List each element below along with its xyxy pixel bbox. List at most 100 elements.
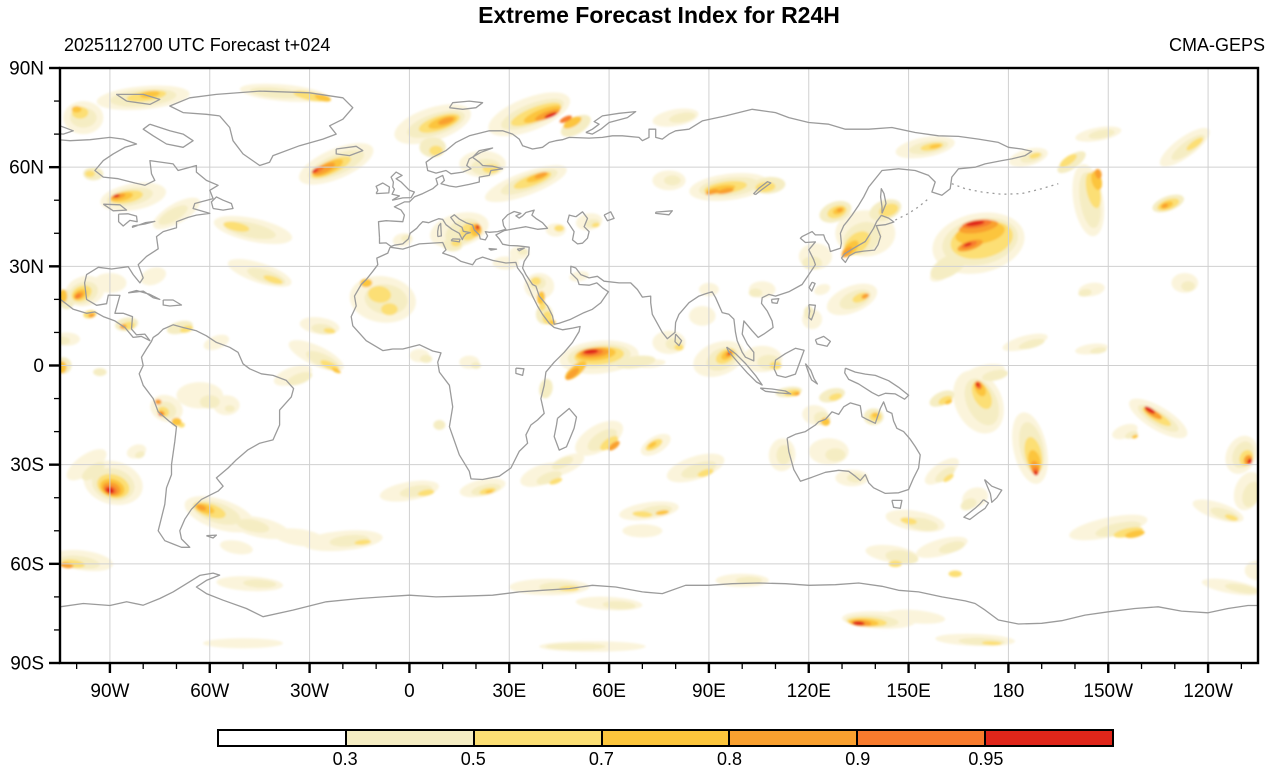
coastline-caspian bbox=[566, 211, 590, 245]
coastline-lake-superior bbox=[102, 203, 128, 212]
coastline-sumatra bbox=[726, 346, 763, 386]
coastline-africa bbox=[350, 241, 581, 481]
colorbar-cell bbox=[602, 731, 731, 745]
efi-contour-blob bbox=[314, 162, 336, 176]
efi-contour-blob bbox=[60, 336, 70, 345]
coastline-taiwan bbox=[808, 281, 816, 292]
efi-contour-blob bbox=[560, 114, 591, 137]
efi-contour-blob bbox=[836, 207, 843, 213]
efi-contour-blob bbox=[220, 540, 253, 555]
efi-contour-blob bbox=[88, 313, 95, 318]
coastline-cuba bbox=[128, 289, 161, 301]
efi-contour-blob bbox=[814, 284, 831, 295]
efi-contour-blob bbox=[312, 168, 319, 173]
axis-tick-labels: 90W 60W 30W 0 30E 60E 90E 120E 150E 180 150W 120W 90… bbox=[9, 59, 1233, 703]
efi-contour-blob bbox=[243, 579, 277, 588]
efi-contour-blob bbox=[982, 369, 1009, 382]
efi-contour-blob bbox=[1181, 281, 1195, 292]
coastline-sri-lanka bbox=[674, 333, 683, 347]
efi-contour-blob bbox=[648, 441, 657, 448]
lon-tick-label: 150W bbox=[1083, 681, 1133, 702]
coastline-newfoundland bbox=[210, 196, 234, 211]
efi-contour-blob bbox=[717, 187, 734, 195]
efi-contour-blob bbox=[1113, 527, 1143, 538]
efi-contour-blob bbox=[140, 267, 167, 286]
efi-contour-blob bbox=[559, 115, 572, 123]
efi-contour-blob bbox=[861, 293, 870, 299]
coastline-falklands bbox=[206, 534, 218, 539]
coastline-banks bbox=[0, 121, 17, 129]
colorbar-cell bbox=[219, 731, 347, 745]
lat-tick-label: 60N bbox=[9, 158, 44, 179]
efi-contour-blob bbox=[417, 489, 435, 497]
lon-tick-label: 180 bbox=[993, 681, 1025, 702]
efi-contour-blob bbox=[433, 420, 446, 430]
coastline-lake-erie-ontario bbox=[131, 220, 156, 228]
efi-contour-blob bbox=[1224, 514, 1238, 521]
efi-contour-blob bbox=[944, 399, 953, 405]
coastline-south-america bbox=[138, 324, 295, 548]
efi-contour-blob bbox=[139, 90, 160, 98]
coastline-sakhalin bbox=[879, 188, 887, 214]
efi-contour-blob bbox=[354, 539, 372, 545]
coastline-lake-balkhash bbox=[655, 210, 673, 216]
coastline-layer bbox=[0, 90, 1258, 625]
efi-contour-blob bbox=[885, 609, 946, 624]
efi-contour-blob bbox=[569, 271, 589, 282]
coastline-java bbox=[759, 387, 792, 395]
colorbar-boundary-label: 0.3 bbox=[332, 749, 358, 765]
efi-contour-blob bbox=[429, 145, 443, 156]
efi-contour-blob bbox=[263, 275, 283, 285]
efi-contour-blob bbox=[938, 395, 952, 405]
efi-contour-blob bbox=[196, 504, 207, 511]
lat-tick-label: 30S bbox=[10, 455, 44, 476]
efi-contour-blob bbox=[963, 242, 972, 247]
efi-contour-blob bbox=[828, 393, 842, 401]
lon-tick-label: 60E bbox=[592, 681, 626, 702]
coastline-svalbard bbox=[448, 100, 484, 110]
efi-contour-blob bbox=[420, 354, 433, 363]
lat-tick-label: 90S bbox=[10, 654, 44, 675]
efi-contour-blob bbox=[965, 220, 985, 227]
efi-contour-blob bbox=[1242, 481, 1258, 508]
efi-contour-blob bbox=[60, 361, 67, 374]
efi-contour-blob bbox=[975, 382, 980, 387]
efi-contour-blob bbox=[273, 365, 312, 386]
efi-contour-blob bbox=[674, 344, 684, 351]
colorbar-cell bbox=[986, 731, 1113, 745]
efi-contour-blob bbox=[81, 462, 105, 481]
efi-contour-blob bbox=[1244, 560, 1258, 581]
efi-contour-blob bbox=[71, 106, 82, 113]
colorbar-boundary-label: 0.95 bbox=[968, 749, 1004, 765]
axis-ticks bbox=[49, 66, 1243, 673]
lat-tick-label: 30N bbox=[9, 257, 44, 278]
efi-contour-blob bbox=[158, 205, 188, 225]
efi-contour-blob bbox=[608, 441, 620, 451]
colorbar-boundary-label: 0.8 bbox=[717, 749, 743, 765]
efi-contour-blob bbox=[878, 203, 899, 217]
coastline-australia bbox=[786, 401, 921, 495]
efi-contour-blob bbox=[948, 570, 962, 578]
efi-contour-blob bbox=[135, 451, 145, 459]
efi-contour-blob bbox=[536, 471, 562, 485]
efi-contour-blob bbox=[249, 87, 303, 99]
coastline-aral bbox=[603, 211, 615, 222]
page-title: Extreme Forecast Index for R24H bbox=[478, 2, 840, 28]
forecast-init-time-label: 2025112700 UTC Forecast t+024 bbox=[64, 35, 331, 55]
efi-contour-blob bbox=[438, 117, 454, 125]
efi-contour-blob bbox=[530, 277, 541, 286]
efi-contour-blob bbox=[551, 456, 574, 470]
lat-tick-label: 60S bbox=[10, 554, 44, 575]
coastline-ellesmere bbox=[115, 93, 161, 106]
efi-contour-blob bbox=[485, 489, 494, 494]
efi-contour-blob bbox=[776, 444, 792, 465]
efi-contour-blob bbox=[1225, 583, 1258, 594]
efi-contour-blob bbox=[794, 392, 800, 396]
efi-contour-blob bbox=[852, 621, 865, 626]
colorbar bbox=[217, 729, 1114, 747]
coastline-japan bbox=[840, 214, 895, 264]
coastline-greenland bbox=[169, 90, 354, 167]
efi-contour-blob bbox=[587, 428, 618, 451]
